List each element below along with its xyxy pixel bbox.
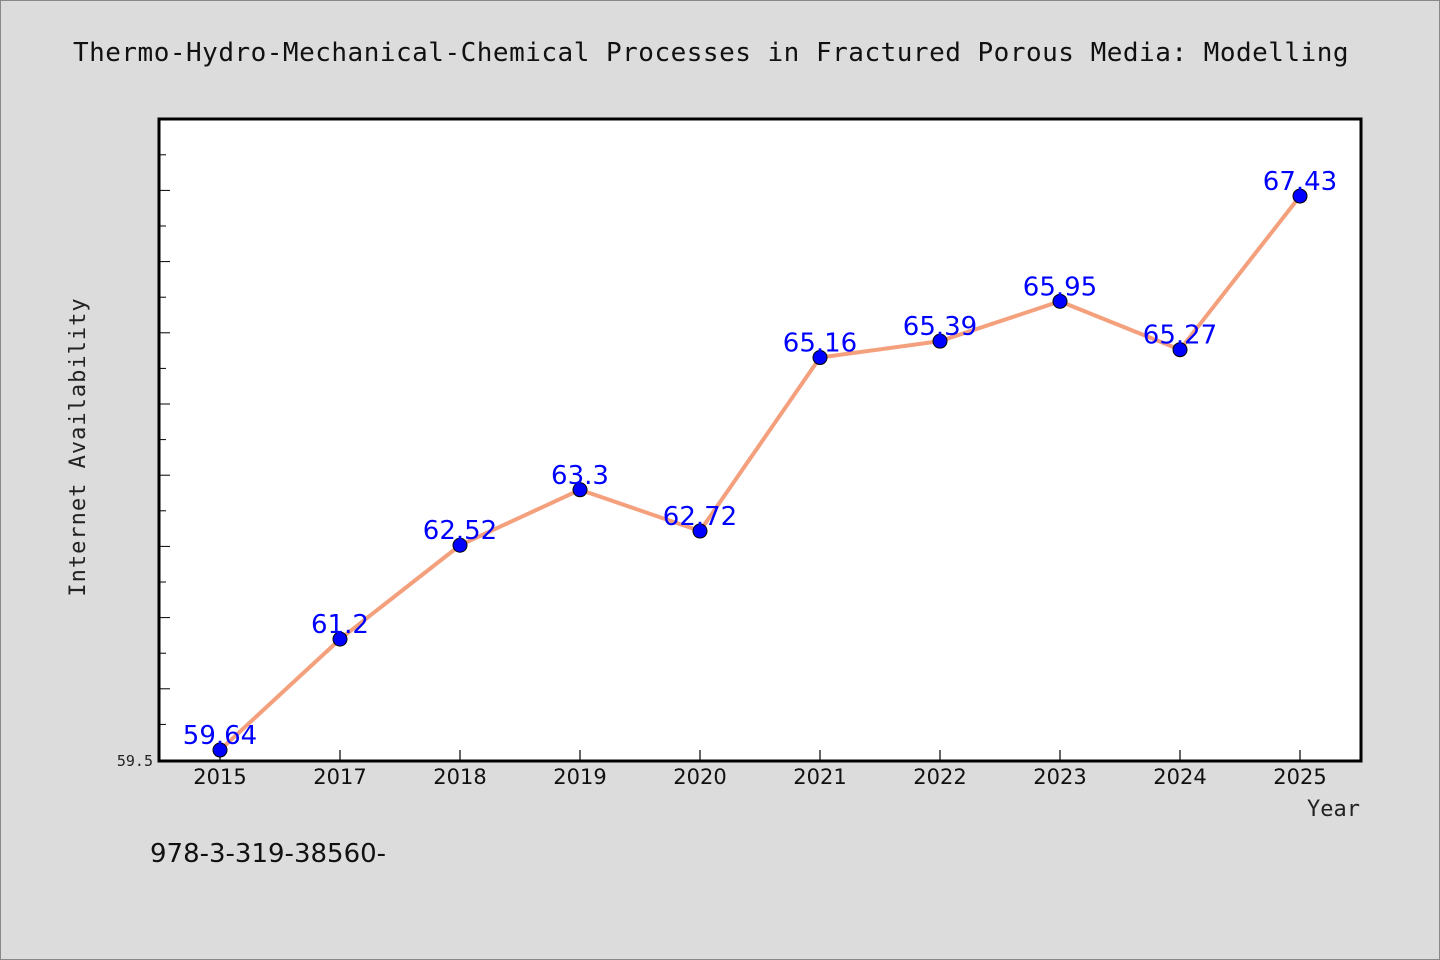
data-point [452, 537, 468, 553]
data-point [332, 631, 348, 647]
data-point [1172, 342, 1188, 358]
x-tick-label: 2017 [313, 765, 366, 789]
data-label: 62.72 [663, 502, 737, 532]
data-point [812, 350, 828, 366]
data-label: 61.2 [311, 610, 369, 640]
data-label: 67.43 [1263, 167, 1337, 197]
footer-text: 978-3-319-38560- [150, 839, 386, 869]
x-tick-labels: 2015 2017 2018 2019 2020 2021 2022 2023 2024 2025 [193, 765, 1326, 789]
x-tick-label: 2023 [1033, 765, 1086, 789]
data-label: 65.16 [783, 329, 857, 359]
series-line-layer [218, 194, 1302, 753]
series-line [218, 194, 1302, 753]
y-axis-label: Internet Availability [66, 297, 91, 596]
data-label: 65.95 [1023, 272, 1097, 302]
data-label: 65.27 [1143, 321, 1217, 351]
data-point [1292, 188, 1308, 204]
data-point [692, 523, 708, 539]
x-tick-label: 2022 [913, 765, 966, 789]
x-tick-label: 2015 [193, 765, 246, 789]
data-point [1052, 293, 1068, 309]
data-point [572, 482, 588, 498]
data-label: 62.52 [423, 516, 497, 546]
x-axis-label: Year [1307, 797, 1360, 822]
plot-area [157, 117, 1363, 763]
x-tick-label: 2019 [553, 765, 606, 789]
data-labels: 59.64 61.2 62.52 63.3 62.72 65.16 65.39 65.95 65… [183, 167, 1337, 751]
data-label: 59.64 [183, 721, 257, 751]
x-tick-label: 2020 [673, 765, 726, 789]
x-tick-label: 2021 [793, 765, 846, 789]
data-markers [212, 188, 1308, 758]
y-axis-ticks [160, 154, 170, 761]
data-label: 65.39 [903, 312, 977, 342]
x-tick-label: 2024 [1153, 765, 1206, 789]
y-tick-label: 59.5 [117, 752, 153, 770]
data-point [932, 333, 948, 349]
y-tick-labels: 59.5 [117, 752, 153, 770]
data-point [212, 742, 228, 758]
chart-title: Thermo-Hydro-Mechanical-Chemical Process… [73, 38, 1349, 68]
x-tick-label: 2025 [1273, 765, 1326, 789]
x-tick-label: 2018 [433, 765, 486, 789]
data-label: 63.3 [551, 461, 609, 491]
